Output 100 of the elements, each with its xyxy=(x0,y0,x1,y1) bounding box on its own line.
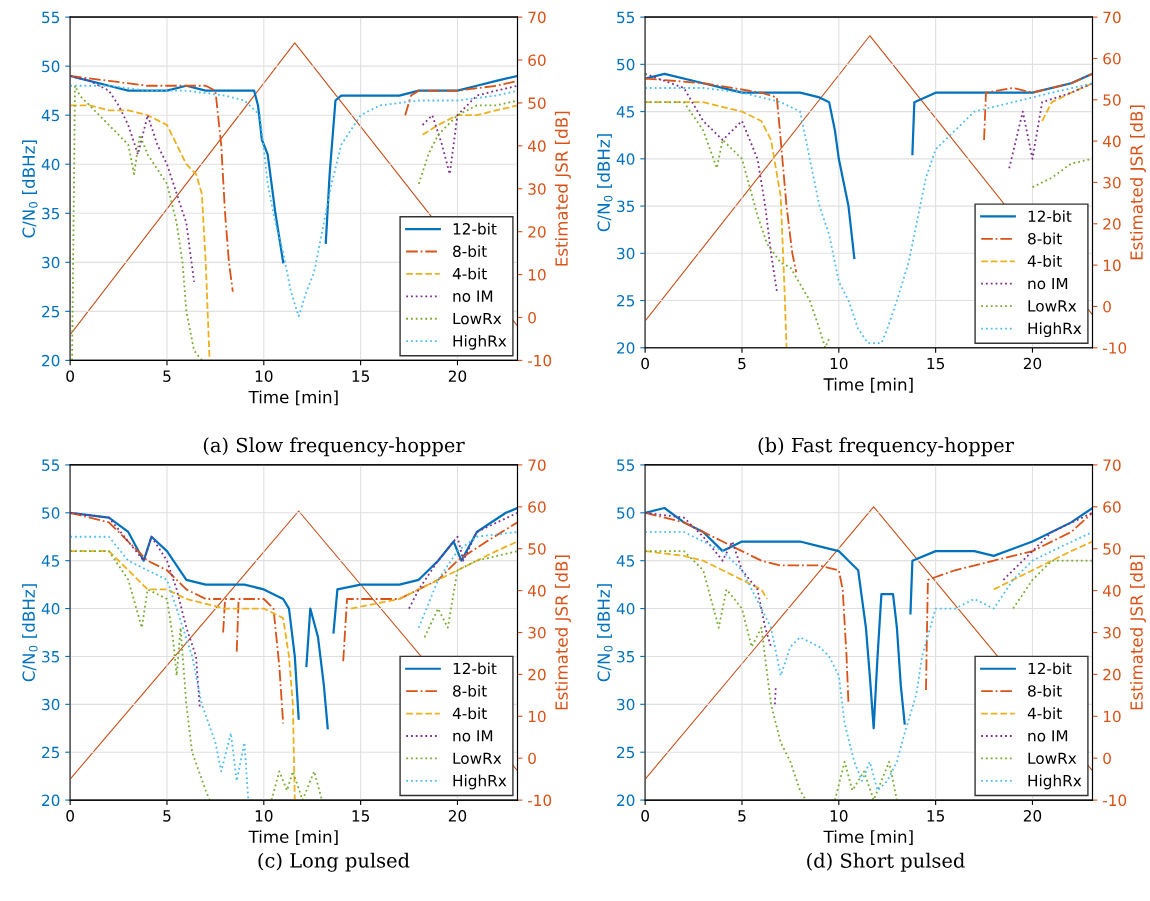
x-axis-title: Time [min] xyxy=(823,377,913,393)
y-tick-label: 25 xyxy=(42,746,60,759)
legend-label: 8-bit xyxy=(1028,232,1062,245)
y2-tick-label: 50 xyxy=(1103,543,1121,555)
y2-tick-label: 70 xyxy=(1103,459,1121,471)
y2-tick-label: 60 xyxy=(528,501,546,513)
y-tick-label: 25 xyxy=(617,746,635,759)
y2-tick-label: 60 xyxy=(528,54,546,67)
y2-tick-label: 0 xyxy=(1103,300,1111,313)
y-tick-label: 45 xyxy=(616,106,635,118)
y-tick-label: 20 xyxy=(42,794,60,807)
legend-label: 12-bit xyxy=(1028,210,1072,223)
text: (a) Slow frequency-hopper xyxy=(203,437,465,457)
x-tick-label: 10 xyxy=(830,357,848,370)
y2-axis-title: Estimated JSR [dB] xyxy=(1129,105,1146,260)
y2-tick-label: -10 xyxy=(527,354,552,367)
y2-tick-label: 40 xyxy=(1102,135,1121,148)
legend-label: 4-bit xyxy=(1027,255,1062,267)
x-tick-label: 15 xyxy=(352,810,370,822)
y-tick-label: 35 xyxy=(617,650,635,663)
y2-tick-label: 30 xyxy=(1103,176,1121,189)
x-axis-title: Time [min] xyxy=(248,830,338,846)
y2-tick-label: 40 xyxy=(1102,585,1121,597)
legend-label: 8-bit xyxy=(453,245,487,258)
y-tick-label: 20 xyxy=(617,342,635,354)
y-tick-label: 45 xyxy=(616,555,635,567)
y2-axis-title: Estimated JSR [dB] xyxy=(554,111,571,266)
y2-tick-label: 20 xyxy=(528,226,546,238)
x-tick-label: 15 xyxy=(352,370,370,382)
y2-tick-label: 70 xyxy=(528,459,546,471)
y2-tick-label: 60 xyxy=(1103,501,1121,513)
y2-tick-label: 70 xyxy=(1103,11,1121,24)
legend-label: 4-bit xyxy=(452,707,487,720)
y2-tick-label: 20 xyxy=(1103,668,1121,681)
x-axis-title: Time [min] xyxy=(823,830,913,846)
y-tick-label: 35 xyxy=(42,207,60,220)
y2-tick-label: -10 xyxy=(1102,794,1127,807)
legend-label: 12-bit xyxy=(453,662,497,675)
y2-tick-label: 50 xyxy=(528,97,546,109)
y-tick-label: 35 xyxy=(42,650,60,663)
legend-label: no IM xyxy=(453,730,493,742)
y-tick-label: 30 xyxy=(617,247,635,260)
y2-axis-title: Estimated JSR [dB] xyxy=(554,555,571,710)
y-axis-title: C/N$_{0}$ [dBHz] xyxy=(22,140,38,238)
x-tick-label: 0 xyxy=(66,810,74,822)
y2-tick-label: 40 xyxy=(527,140,546,152)
y2-tick-label: 30 xyxy=(528,626,546,639)
legend-label: 8-bit xyxy=(1028,684,1062,697)
y-tick-label: 25 xyxy=(617,295,635,307)
x-tick-label: 20 xyxy=(448,810,467,822)
legend-label: no IM xyxy=(1028,730,1068,742)
y2-tick-label: 60 xyxy=(1103,52,1121,65)
y-tick-label: 30 xyxy=(42,256,60,269)
y2-tick-label: 30 xyxy=(528,183,546,195)
y-tick-label: 30 xyxy=(617,698,635,711)
y-tick-label: 50 xyxy=(617,507,635,519)
x-tick-label: 10 xyxy=(255,810,273,822)
legend-label: HighRx xyxy=(1028,322,1082,338)
legend-label: HighRx xyxy=(453,334,507,350)
y-tick-label: 40 xyxy=(616,603,635,615)
y-tick-label: 35 xyxy=(617,200,635,213)
x-axis-title: Time [min] xyxy=(248,390,338,406)
y-axis-title: C/N$_{0}$ [dBHz] xyxy=(597,134,613,232)
x-tick-label: 0 xyxy=(641,810,649,822)
legend-label: 8-bit xyxy=(453,684,487,697)
y2-tick-label: 20 xyxy=(528,668,546,681)
y2-tick-label: 70 xyxy=(528,11,546,24)
y2-tick-label: 10 xyxy=(528,269,546,281)
legend-label: LowRx xyxy=(1028,752,1077,765)
y-tick-label: 50 xyxy=(42,507,60,519)
x-tick-label: 0 xyxy=(66,370,74,382)
legend-label: no IM xyxy=(453,290,493,302)
legend-label: LowRx xyxy=(1028,300,1077,312)
legend-label: no IM xyxy=(1028,277,1068,290)
legend-label: 12-bit xyxy=(453,222,497,235)
y2-tick-label: 50 xyxy=(528,543,546,555)
y-tick-label: 20 xyxy=(617,794,635,807)
y2-tick-label: 0 xyxy=(1103,752,1111,765)
text: (d) Short pulsed xyxy=(807,852,965,872)
y2-tick-label: 0 xyxy=(528,311,536,324)
x-tick-label: 20 xyxy=(448,370,467,382)
legend-label: LowRx xyxy=(453,752,502,765)
y2-tick-label: 10 xyxy=(1103,259,1121,272)
x-tick-label: 10 xyxy=(255,370,273,382)
legend-label: 4-bit xyxy=(452,267,487,280)
y-tick-label: 40 xyxy=(41,158,60,171)
y2-tick-label: -10 xyxy=(1102,342,1127,354)
y-tick-label: 55 xyxy=(617,459,635,471)
y-tick-label: 25 xyxy=(42,305,60,318)
y2-tick-label: 50 xyxy=(1103,94,1121,106)
legend-label: 12-bit xyxy=(1028,662,1072,675)
y-tick-label: 50 xyxy=(617,58,635,71)
y-tick-label: 55 xyxy=(42,11,60,24)
legend-label: HighRx xyxy=(453,774,507,790)
text: (b) Fast frequency-hopper xyxy=(758,437,1014,457)
x-tick-label: 20 xyxy=(1023,810,1042,822)
y-tick-label: 50 xyxy=(42,60,60,73)
x-tick-label: 5 xyxy=(738,357,746,370)
y2-tick-label: 20 xyxy=(1103,218,1121,230)
y-tick-label: 30 xyxy=(42,698,60,711)
